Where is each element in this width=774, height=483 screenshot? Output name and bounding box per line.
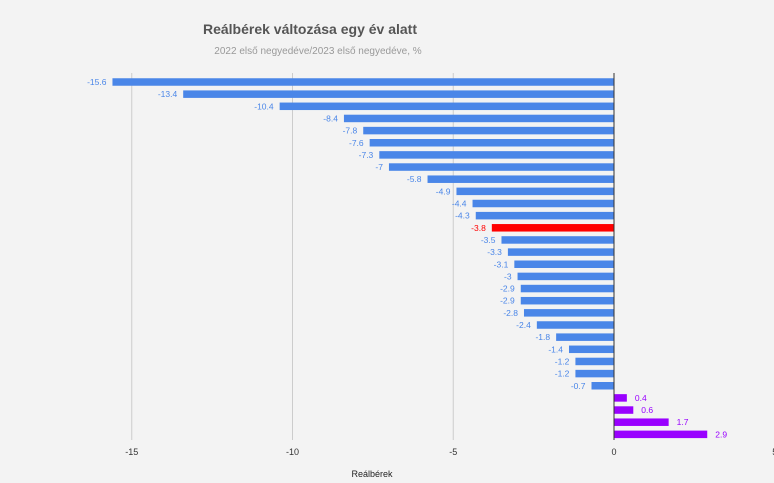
bar [427,175,614,183]
chart-subtitle: 2022 első negyedéve/2023 első negyedéve,… [214,46,421,57]
x-tick-labels: -15 -10 -5 0 5 [125,447,774,457]
data-label: -3.1 [494,259,509,269]
data-label: 0.4 [635,393,647,403]
data-label: -1.4 [548,344,563,354]
x-tick-label: -15 [125,447,138,457]
data-label: 0.6 [641,405,653,415]
data-label: -2.9 [500,296,515,306]
chart-title: Reálbérek változása egy év alatt [203,21,417,37]
data-label: -4.9 [436,186,451,196]
bar [614,394,627,402]
x-tick-label: 5 [772,447,774,457]
data-label: -13.4 [158,89,178,99]
bar [369,139,614,147]
bar [379,151,614,159]
bar [491,224,614,232]
bar [507,248,614,256]
x-tick-label: 0 [611,447,616,457]
bar [591,382,614,390]
bar [388,163,614,171]
bar [575,357,614,366]
bars: -15.6 -13.4 -10.4 -8.4 -7.8 -7.6 -7.3-7 -5.8 -4.… [87,77,727,439]
data-label: -1.8 [535,332,550,342]
bar [523,309,614,317]
bar [475,211,614,220]
bar [501,236,614,244]
bar [472,199,614,208]
data-label: -4.4 [452,199,467,209]
bar [614,418,669,426]
bar [456,187,614,196]
data-label: -7 [375,162,383,172]
data-label: 2.9 [715,429,727,439]
x-tick-label: -10 [286,447,299,457]
data-label: -7.6 [349,138,364,148]
bar [614,406,634,414]
bar [614,430,708,439]
data-label: -2.8 [503,308,518,318]
bar [556,333,614,341]
data-label: 1.7 [677,417,689,427]
bar [514,260,614,268]
data-label: -1.2 [555,356,570,366]
data-label: -0.7 [571,381,586,391]
bar [520,296,614,305]
bar [517,272,614,281]
data-label: -15.6 [87,77,107,87]
data-label: -1.2 [555,369,570,379]
x-axis-label: Reálbérek [351,469,393,479]
bar [279,102,614,111]
data-label: -3 [504,271,512,281]
data-label: -3.8 [471,223,486,233]
data-label: -5.8 [407,174,422,184]
data-label: -8.4 [323,113,338,123]
bar [536,321,614,329]
data-label: -3.5 [481,235,496,245]
bar [363,126,614,135]
data-label: -2.9 [500,284,515,294]
data-label: -2.4 [516,320,531,330]
data-label: -10.4 [254,101,274,111]
bar [112,78,615,86]
data-label: -3.3 [487,247,502,257]
bar [575,369,614,378]
bar [183,90,614,98]
bar [568,345,614,354]
data-label: -7.8 [343,126,358,136]
data-label: -4.3 [455,211,470,221]
bar [520,284,614,293]
x-tick-label: -5 [449,447,457,457]
bar [343,114,614,123]
data-label: -7.3 [359,150,374,160]
